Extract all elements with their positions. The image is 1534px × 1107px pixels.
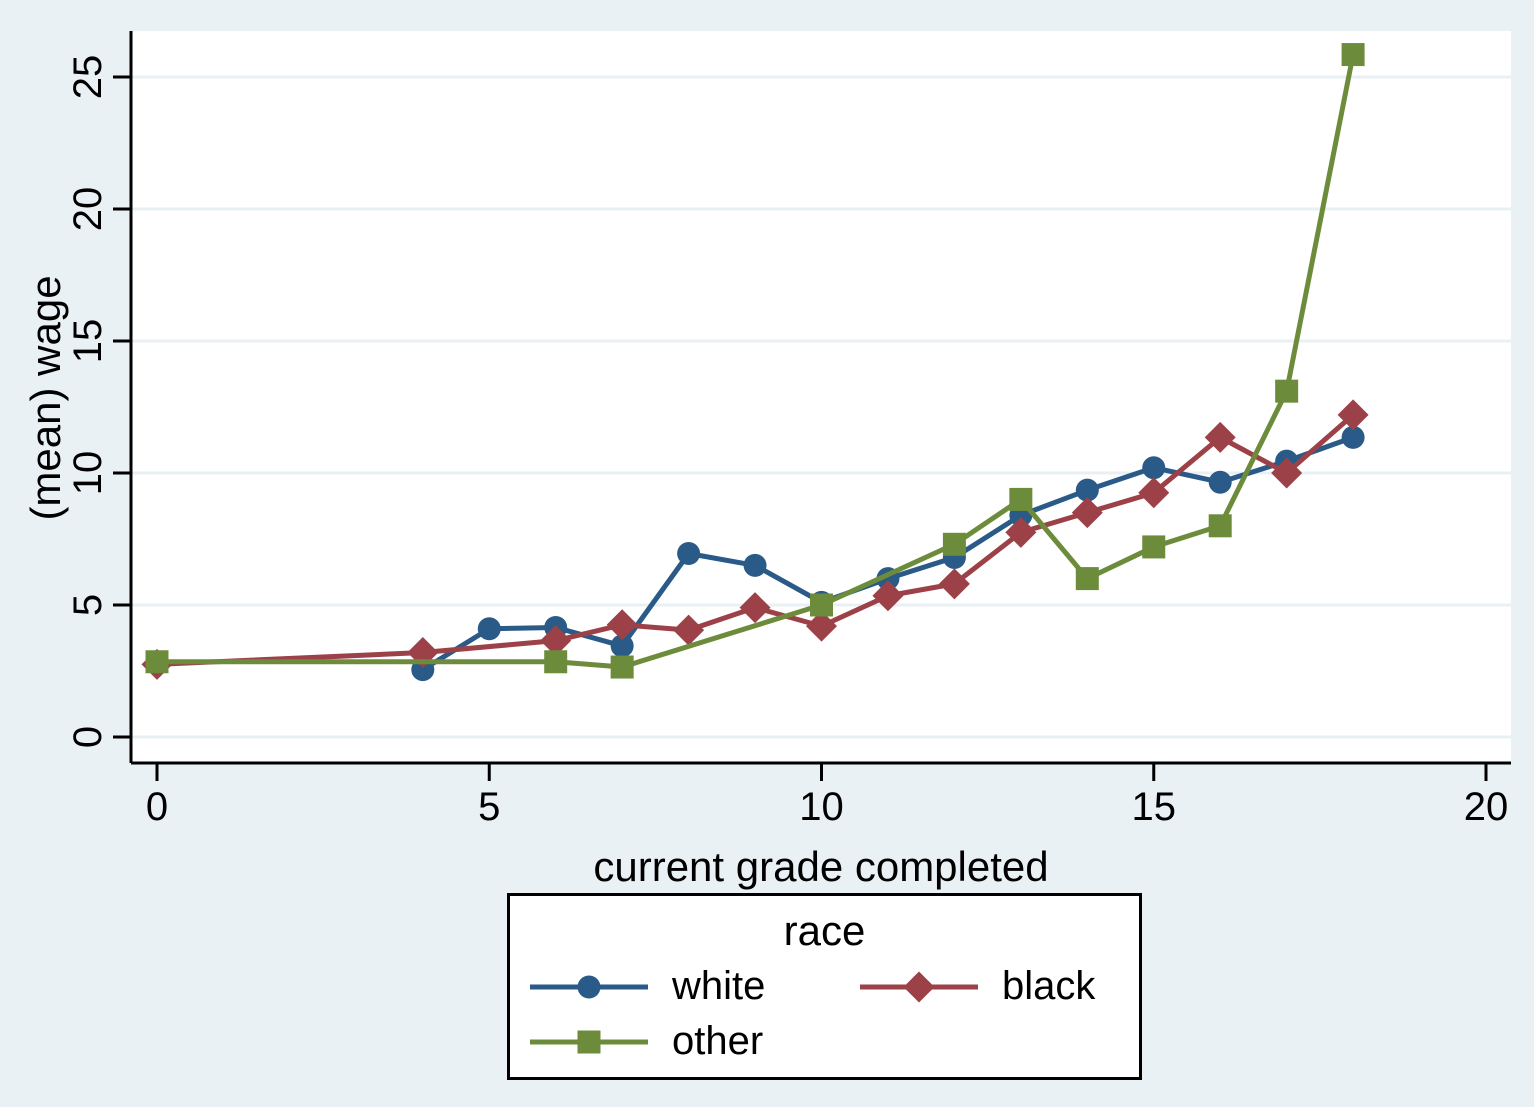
legend-title: race <box>783 907 866 954</box>
legend-entry-other: other <box>528 1019 858 1064</box>
x-tick-label: 20 <box>1464 785 1509 829</box>
black-line-diamond-marker-icon <box>860 971 978 1003</box>
x-tick-label: 15 <box>1132 785 1177 829</box>
legend-grid: white black other <box>528 964 1139 1064</box>
y-tick-label: 5 <box>66 594 110 616</box>
y-tick-label: 0 <box>66 726 110 748</box>
y-tick-label: 20 <box>66 187 110 232</box>
legend-label: white <box>672 964 766 1009</box>
x-tick-label: 10 <box>799 785 844 829</box>
legend-entry-black: black <box>858 964 1139 1009</box>
y-tick-label: 10 <box>66 451 110 496</box>
other-line-square-marker-icon <box>530 1030 648 1054</box>
legend: race white black other <box>507 893 1142 1080</box>
y-tick-label: 25 <box>66 55 110 100</box>
y-axis-ticks: 0 5 10 15 20 25 <box>66 55 131 748</box>
series-other <box>145 43 1365 679</box>
x-axis-ticks: 0 5 10 15 20 <box>146 763 1508 829</box>
legend-label: black <box>1002 964 1096 1009</box>
white-line-circle-marker-icon <box>530 975 648 999</box>
legend-label: other <box>672 1019 764 1064</box>
x-tick-label: 5 <box>478 785 500 829</box>
legend-entry-white: white <box>528 964 858 1009</box>
x-axis-title: current grade completed <box>593 843 1049 890</box>
y-axis-title: (mean) wage <box>22 275 69 521</box>
x-tick-label: 0 <box>146 785 168 829</box>
y-tick-label: 15 <box>66 319 110 364</box>
plot-area <box>131 31 1511 763</box>
